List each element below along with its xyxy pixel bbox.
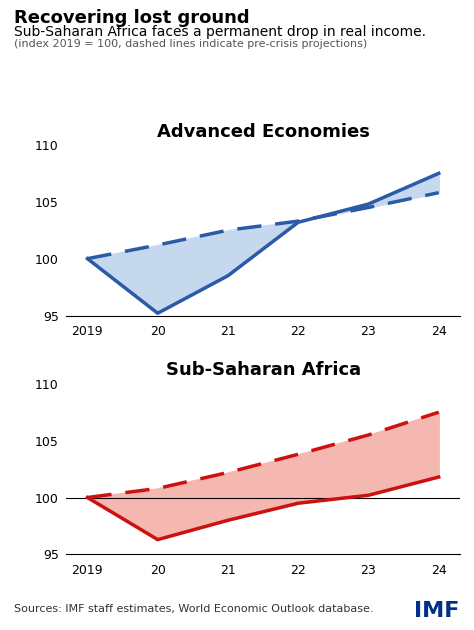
- Text: (index 2019 = 100, dashed lines indicate pre-crisis projections): (index 2019 = 100, dashed lines indicate…: [14, 39, 367, 49]
- Text: Sources: IMF staff estimates, World Economic Outlook database.: Sources: IMF staff estimates, World Econ…: [14, 604, 374, 614]
- Title: Sub-Saharan Africa: Sub-Saharan Africa: [165, 362, 361, 379]
- Text: Sub-Saharan Africa faces a permanent drop in real income.: Sub-Saharan Africa faces a permanent dro…: [14, 25, 426, 39]
- Title: Advanced Economies: Advanced Economies: [156, 123, 370, 140]
- Text: IMF: IMF: [414, 600, 460, 621]
- Text: Recovering lost ground: Recovering lost ground: [14, 9, 250, 28]
